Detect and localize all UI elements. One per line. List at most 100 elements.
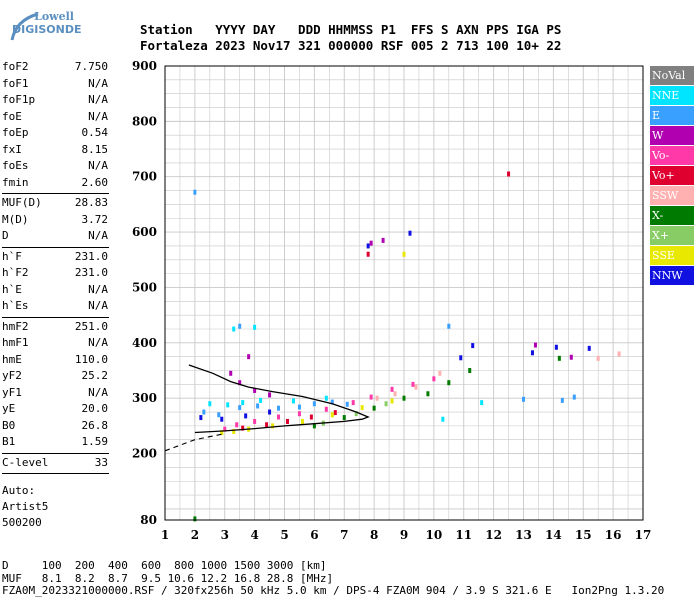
echo-point — [238, 380, 242, 386]
echo-point — [375, 395, 379, 401]
echo-point — [253, 387, 257, 393]
param-row-hes: h`Es N/A — [2, 299, 108, 315]
echo-point — [530, 350, 534, 356]
echo-point — [202, 409, 206, 415]
echo-point — [312, 401, 316, 407]
x-tick-label: 9 — [400, 528, 408, 542]
param-separator — [2, 316, 109, 318]
param-separator — [2, 452, 109, 454]
echo-point — [229, 370, 233, 376]
echo-point — [244, 413, 248, 419]
echo-point — [426, 391, 430, 397]
param-row-md: M(D) 3.72 — [2, 213, 108, 229]
param-value: N/A — [88, 109, 108, 123]
param-value: N/A — [88, 229, 108, 242]
echo-point — [297, 411, 301, 417]
echo-point — [312, 423, 316, 429]
param-row-hmf1: hmF1 N/A — [2, 336, 108, 352]
plot-grid — [164, 65, 644, 520]
param-row-fof1p: foF1p N/A — [2, 93, 108, 109]
echo-point — [554, 344, 558, 350]
legend-item-e: E — [650, 106, 694, 125]
echo-point — [342, 415, 346, 421]
param-row-fmin: fmin 2.60 — [2, 176, 108, 192]
param-value: N/A — [88, 336, 108, 349]
param-label: M(D) — [2, 212, 29, 226]
param-row-d: D N/A — [2, 229, 108, 245]
echo-point — [241, 400, 245, 406]
param-row-fof2: foF2 7.750 — [2, 60, 108, 76]
x-tick-label: 12 — [485, 528, 502, 542]
echo-point — [345, 401, 349, 407]
echo-point — [291, 398, 295, 404]
param-row-he: h`E N/A — [2, 283, 108, 299]
param-label: yF1 — [2, 385, 22, 399]
legend-item-vominus: Vo- — [650, 146, 694, 165]
echo-point — [226, 402, 230, 408]
param-row-fof1: foF1 N/A — [2, 77, 108, 93]
footer-file-line: FZA0M_2023321000000.RSF / 320fx256h 50 k… — [2, 584, 665, 597]
echo-point — [333, 410, 337, 416]
legend-item-xplus: X+ — [650, 226, 694, 245]
param-label: hmF1 — [2, 336, 29, 349]
echo-point — [271, 423, 275, 429]
echo-point — [402, 251, 406, 257]
echo-point — [351, 400, 355, 406]
echo-point — [459, 355, 463, 361]
param-row-yf2: yF2 25.2 — [2, 369, 108, 385]
legend-item-xminus: X- — [650, 206, 694, 225]
param-separator — [2, 193, 109, 194]
param-value: 1.59 — [81, 435, 109, 448]
y-tick-label: 80 — [140, 513, 157, 527]
echo-point — [277, 405, 281, 411]
y-tick-label: 400 — [132, 336, 157, 350]
param-label: C-level — [2, 455, 49, 469]
header-labels-line: Station YYYY DAY DDD HHMMSS P1 FFS S AXN… — [140, 22, 562, 37]
echo-point — [232, 428, 236, 434]
echo-point — [533, 342, 537, 348]
param-value: 110.0 — [74, 352, 108, 366]
footer-distance-line: D 100 200 400 600 800 1000 1500 3000 [km… — [2, 559, 327, 572]
legend-item-w: W — [650, 126, 694, 145]
param-value: 231.0 — [74, 266, 108, 279]
echo-point — [268, 409, 272, 415]
legend-item-nnw: NNW — [650, 266, 694, 285]
echo-point — [432, 376, 436, 382]
echo-point — [572, 394, 576, 400]
echo-point — [268, 392, 272, 398]
param-value: N/A — [88, 159, 108, 172]
echo-point — [354, 411, 358, 417]
x-tick-label: 14 — [545, 528, 562, 542]
echo-point — [277, 414, 281, 420]
param-row-mufd: MUF(D) 28.83 — [2, 196, 108, 212]
echo-point — [471, 343, 475, 349]
param-label: h`E — [2, 282, 22, 296]
echo-point — [414, 384, 418, 390]
param-row-hme: hmE 110.0 — [2, 353, 108, 369]
echo-point — [256, 403, 260, 409]
footer-muf-line: MUF 8.1 8.2 8.7 9.5 10.6 12.2 16.8 28.8 … — [2, 571, 334, 585]
echo-point — [309, 414, 313, 420]
echo-point — [393, 391, 397, 397]
logo-product-text: DIGISONDE — [12, 23, 82, 36]
x-tick-label: 7 — [340, 528, 348, 542]
param-row-foes: foEs N/A — [2, 159, 108, 175]
param-label: yF2 — [2, 369, 22, 382]
y-tick-label: 200 — [132, 447, 157, 461]
echo-point — [297, 404, 301, 410]
echo-point — [369, 394, 373, 400]
param-value: 3.72 — [81, 212, 109, 226]
echo-point — [324, 406, 328, 412]
y-tick-label: 300 — [132, 391, 157, 405]
echo-point — [193, 189, 197, 195]
param-value: N/A — [88, 282, 108, 296]
param-label: hmF2 — [2, 319, 29, 333]
x-tick-label: 6 — [310, 528, 318, 542]
x-tick-label: 5 — [280, 528, 288, 542]
param-label: foEs — [2, 159, 29, 172]
y-tick-label: 800 — [132, 114, 157, 128]
x-tick-label: 2 — [191, 528, 199, 542]
param-label: h`F — [2, 249, 22, 263]
echo-point — [480, 400, 484, 406]
autoscaling-info: Auto: — [2, 484, 36, 497]
